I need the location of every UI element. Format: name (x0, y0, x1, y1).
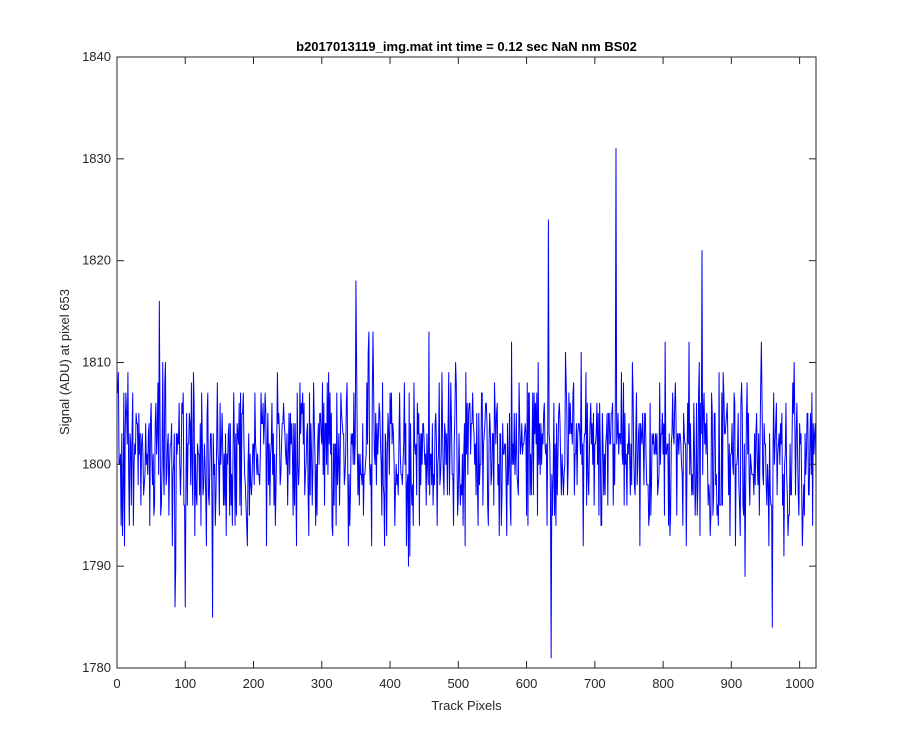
y-tick-label: 1840 (82, 49, 111, 64)
y-tick-label: 1820 (82, 253, 111, 268)
x-tick-label: 0 (113, 676, 120, 691)
plot-area-background (117, 57, 816, 668)
x-tick-label: 300 (311, 676, 333, 691)
x-tick-label: 700 (584, 676, 606, 691)
y-tick-label: 1790 (82, 558, 111, 573)
y-axis: 1780 1790 1800 1810 1820 1830 1840 (82, 49, 816, 675)
x-tick-label: 200 (243, 676, 265, 691)
series-line (117, 148, 817, 659)
series-layer (117, 148, 817, 659)
x-tick-label: 600 (516, 676, 538, 691)
y-axis-title: Signal (ADU) at pixel 653 (57, 289, 72, 435)
y-tick-label: 1810 (82, 355, 111, 370)
x-axis-title: Track Pixels (431, 698, 502, 713)
x-axis: 0 100 200 300 400 500 600 700 800 900 1000 (113, 57, 814, 691)
x-tick-label: 800 (652, 676, 674, 691)
x-tick-label: 100 (174, 676, 196, 691)
y-tick-label: 1780 (82, 660, 111, 675)
x-tick-label: 400 (379, 676, 401, 691)
chart-title: b2017013119_img.mat int time = 0.12 sec … (296, 39, 637, 54)
x-tick-label: 1000 (785, 676, 814, 691)
x-tick-label: 500 (447, 676, 469, 691)
y-tick-label: 1800 (82, 456, 111, 471)
x-tick-label: 900 (721, 676, 743, 691)
y-tick-label: 1830 (82, 151, 111, 166)
